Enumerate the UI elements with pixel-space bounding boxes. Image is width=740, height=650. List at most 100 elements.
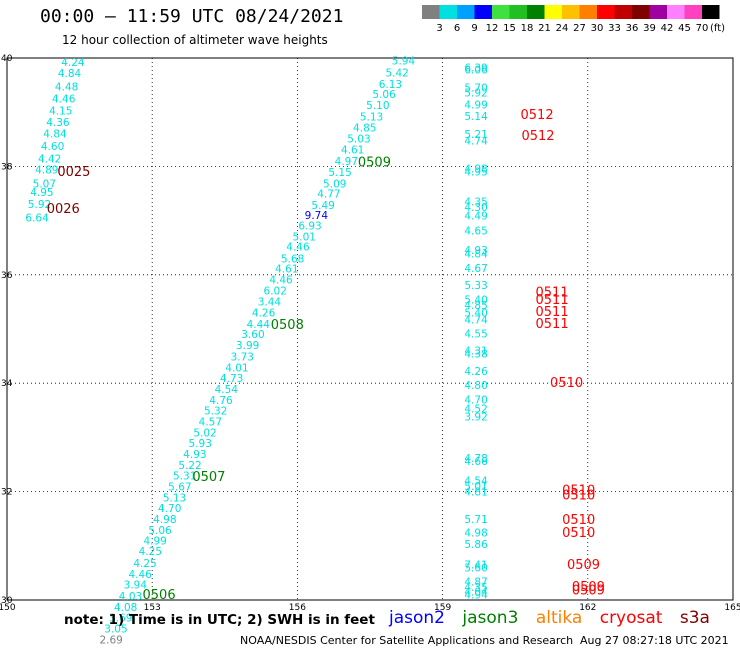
wave-height-value: 5.21 [464, 129, 487, 141]
colorbar-swatch [457, 5, 475, 19]
y-tick-label: 40 [1, 54, 13, 64]
wave-height-value: 5.01 [293, 232, 316, 244]
wave-height-value: 6.39 [464, 63, 487, 75]
wave-height-value: 4.48 [55, 82, 78, 94]
pass-cycle-label: 0511 [536, 293, 569, 308]
colorbar-swatch [632, 5, 650, 19]
wave-height-value: 4.93 [183, 449, 206, 461]
wave-height-value: 4.98 [464, 163, 487, 175]
wave-height-value: 4.46 [286, 241, 310, 253]
wave-height-value: 5.10 [366, 100, 389, 112]
pass-cycle-label: 0511 [536, 305, 569, 320]
wave-height-value: 4.70 [464, 394, 487, 406]
wave-height-value: 4.57 [199, 416, 222, 428]
colorbar-swatch [702, 5, 720, 19]
wave-height-value: 4.66 [464, 456, 488, 468]
wave-height-value: 4.08 [114, 602, 137, 614]
x-tick-label: 150 [0, 603, 16, 613]
wave-height-value: 7.41 [464, 560, 487, 572]
wave-height-value: 4.80 [464, 380, 487, 392]
wave-height-value: 5.71 [464, 514, 487, 526]
colorbar-label: 45 [678, 23, 691, 33]
wave-height-value: 4.35 [464, 196, 487, 208]
wave-height-value: 3.05 [104, 624, 127, 636]
wave-height-value: 4.25 [133, 558, 156, 570]
wave-height-value: 4.73 [220, 373, 243, 385]
colorbar-label: 36 [626, 23, 639, 33]
wave-height-value: 4.89 [35, 164, 58, 176]
wave-height-value: 4.30 [464, 202, 487, 214]
wave-height-value: 6.93 [298, 220, 321, 232]
colorbar-unit: (ft) [710, 23, 725, 33]
wave-height-value: 5.15 [328, 167, 351, 179]
wave-height-value: 3.60 [241, 329, 264, 341]
wave-height-value: 5.13 [360, 111, 383, 123]
colorbar-swatch [422, 5, 440, 19]
page-subtitle: 12 hour collection of altimeter wave hei… [62, 33, 328, 47]
map-frame [6, 57, 734, 601]
wave-height-value: 3.94 [124, 580, 148, 592]
wave-height-value: 4.78 [464, 453, 487, 465]
colorbar-label: 15 [503, 23, 516, 33]
colorbar-swatch [562, 5, 580, 19]
pass-cycle-label: 0510 [562, 483, 595, 498]
x-tick-label: 165 [724, 603, 740, 613]
wave-height-value: 4.84 [464, 248, 488, 260]
wave-height-value: 5.09 [323, 179, 346, 191]
pass-cycle-label: 0510 [562, 489, 595, 504]
pass-cycle-label: 0025 [57, 165, 90, 180]
colorbar-swatch [684, 5, 702, 19]
y-tick-label: 30 [1, 596, 13, 606]
pass-cycle-label: 0512 [521, 108, 554, 123]
y-tick-label: 32 [1, 488, 12, 498]
wave-height-value: 4.61 [275, 264, 298, 276]
colorbar-swatch [614, 5, 632, 19]
wave-height-value: 4.74 [464, 315, 488, 327]
pass-cycle-label: 0510 [562, 526, 595, 541]
wave-height-value: 4.94 [464, 589, 488, 601]
wave-height-value: 4.65 [464, 226, 487, 238]
wave-height-value: 5.49 [311, 200, 334, 212]
wave-height-value: 5.32 [204, 406, 227, 418]
wave-height-value: 5.94 [392, 56, 416, 68]
wave-height-value: 4.95 [464, 167, 487, 179]
wave-height-value: 3.99 [236, 340, 259, 352]
wave-height-value: 5.60 [464, 562, 487, 574]
wave-height-value: 4.38 [464, 349, 487, 361]
wave-height-value: 5.40 [464, 308, 487, 320]
pass-cycle-label: 0508 [271, 318, 304, 333]
wave-height-value: 4.54 [464, 476, 488, 488]
wave-height-value: 4.25 [139, 546, 162, 558]
wave-height-value: 5.33 [464, 280, 487, 292]
wave-height-value: 4.84 [58, 68, 82, 80]
colorbar-label: 42 [661, 23, 674, 33]
wave-height-value: 5.92 [464, 87, 487, 99]
wave-height-value: 4.70 [158, 503, 181, 515]
wave-height-value: 4.76 [209, 395, 233, 407]
wave-height-value: 4.98 [464, 528, 487, 540]
wave-height-value: 6.06 [464, 65, 488, 77]
wave-height-value: 2.69 [99, 634, 122, 646]
wave-height-value: 4.81 [464, 486, 487, 498]
colorbar-label: 27 [573, 23, 586, 33]
wave-height-value: 4.36 [46, 117, 70, 129]
pass-cycle-label: 0026 [47, 202, 80, 217]
y-tick-label: 34 [1, 379, 13, 389]
wave-height-value: 4.46 [269, 274, 293, 286]
colorbar-swatch [474, 5, 492, 19]
wave-height-value: 3.44 [258, 297, 282, 309]
wave-height-value: 4.35 [464, 582, 487, 594]
wave-height-value: 4.95 [30, 187, 53, 199]
wave-height-value: 3.69 [109, 613, 132, 625]
wave-height-value: 6.64 [25, 213, 49, 225]
wave-height-value: 4.87 [464, 576, 487, 588]
wave-height-value: 4.93 [464, 245, 487, 257]
wave-height-value: 4.85 [353, 123, 376, 135]
wave-height-value: 4.52 [464, 403, 487, 415]
wave-height-value: 5.86 [464, 539, 488, 551]
colorbar-label: 30 [591, 23, 604, 33]
pass-cycle-label: 0507 [192, 470, 225, 485]
wave-height-value: 4.24 [61, 57, 85, 69]
colorbar-swatch [667, 5, 685, 19]
